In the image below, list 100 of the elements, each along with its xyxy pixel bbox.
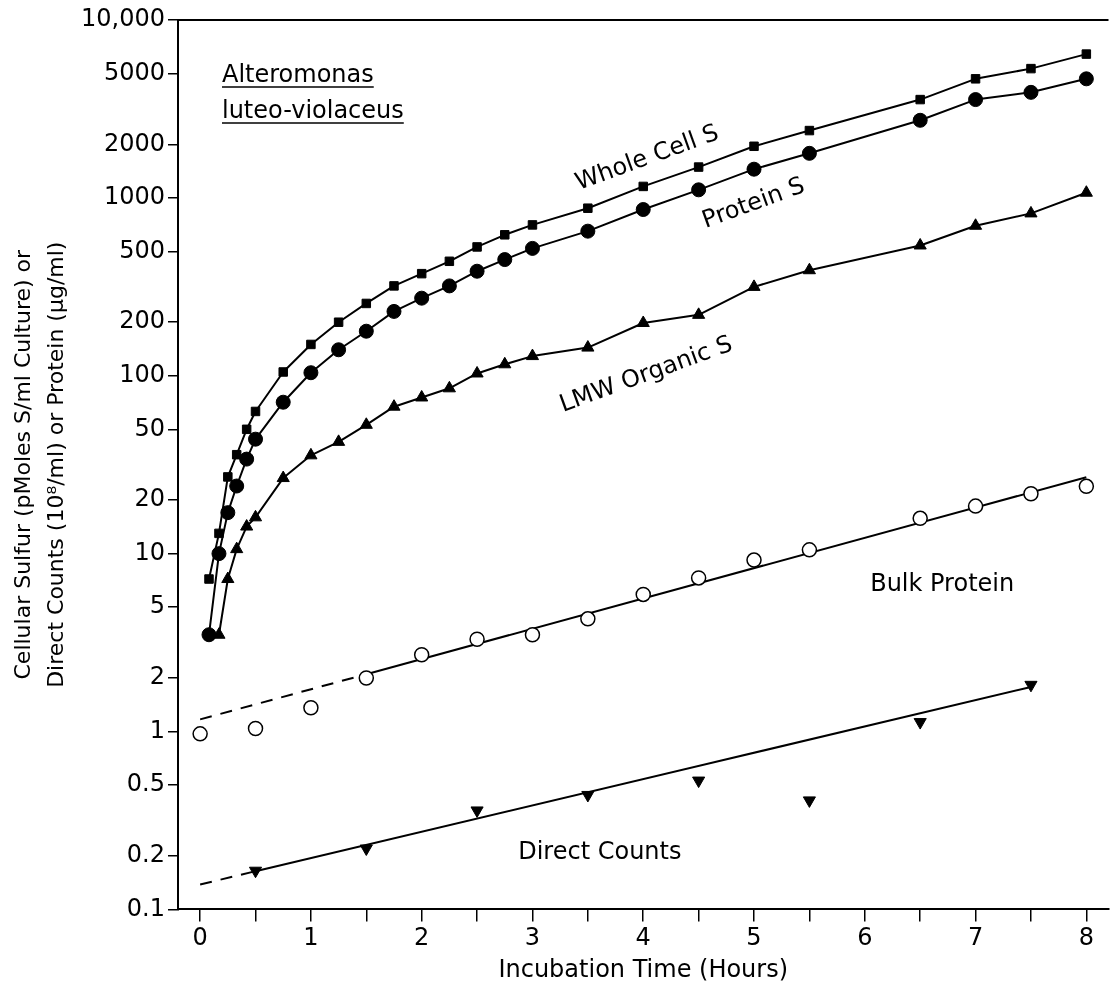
point [239, 451, 255, 467]
point [358, 670, 375, 686]
x-tick-label: 7 [967, 923, 984, 952]
point [693, 162, 704, 172]
point [581, 340, 595, 352]
point [912, 112, 928, 128]
point [358, 323, 374, 339]
point [692, 776, 706, 789]
point [581, 790, 595, 803]
y-tick-label: 1000 [103, 182, 165, 211]
point [250, 406, 261, 417]
point [747, 279, 761, 291]
point [913, 718, 927, 730]
point [306, 339, 316, 350]
point [389, 281, 399, 291]
point [1078, 478, 1095, 495]
point [636, 315, 650, 327]
y-tick-label: 50 [134, 413, 165, 442]
y-tick-label: 20 [134, 484, 165, 513]
point [1024, 680, 1038, 693]
point [1023, 486, 1039, 502]
point [247, 720, 264, 737]
point [248, 866, 263, 879]
x-tick-label: 5 [746, 923, 762, 952]
x-tick-label: 6 [857, 923, 873, 952]
x-tick-label: 8 [1078, 923, 1094, 952]
text: Bulk Protein [870, 568, 1015, 597]
point [967, 498, 984, 514]
point [359, 844, 373, 856]
y-tick-label: 500 [119, 235, 165, 264]
point [801, 145, 817, 161]
point [416, 268, 427, 279]
point [441, 278, 457, 294]
point [240, 519, 254, 531]
point [333, 317, 344, 327]
y-tick-label: 2000 [103, 128, 165, 157]
point [304, 447, 318, 460]
x-tick-label: 3 [524, 923, 541, 952]
point [444, 256, 455, 267]
point [278, 367, 288, 377]
point [442, 380, 456, 393]
point [635, 202, 651, 218]
point [635, 586, 651, 603]
text: Alteromonas luteo-violaceus [221, 60, 404, 124]
y-tick-label: 100 [119, 359, 165, 388]
point [802, 262, 816, 275]
point [1081, 49, 1092, 59]
point [802, 796, 816, 808]
point [472, 242, 482, 252]
point [913, 237, 927, 250]
point [275, 394, 291, 410]
point [525, 348, 540, 361]
x-tick-label: 0 [192, 923, 208, 952]
point [580, 223, 596, 239]
point [746, 552, 762, 568]
point [497, 252, 513, 268]
point [201, 627, 217, 643]
point [912, 510, 928, 527]
point [1079, 185, 1093, 197]
point [524, 626, 541, 643]
x-tick-label: 1 [303, 923, 319, 952]
point [498, 356, 512, 369]
point [214, 528, 224, 539]
point [580, 611, 596, 627]
point [801, 542, 818, 558]
point [968, 92, 984, 108]
y-tick-label: 0.5 [126, 769, 165, 798]
point [387, 399, 401, 411]
point [220, 505, 236, 521]
y-axis-title: Cellular Sulfur (pMoles S/ml Culture) or Direct Counts (10⁸/ml) or Protein (µg/ml) [10, 241, 69, 688]
point [303, 700, 319, 716]
point [241, 424, 252, 435]
point [1026, 63, 1036, 74]
point [331, 342, 347, 358]
point [221, 571, 235, 584]
point [527, 220, 538, 230]
y-tick-label: 2 [149, 662, 165, 691]
point [692, 307, 706, 319]
x-tick-label: 4 [635, 923, 651, 952]
point [413, 647, 430, 663]
y-tick-label: 200 [119, 306, 165, 335]
point [229, 478, 245, 494]
point [230, 541, 244, 554]
point [231, 449, 242, 460]
y-tick-label: 10,000 [80, 4, 165, 33]
y-tick-label: 10 [134, 537, 165, 566]
point [415, 389, 429, 402]
y-tick-label: 1 [149, 715, 165, 744]
point [749, 141, 759, 152]
point [276, 470, 290, 483]
point [303, 365, 319, 381]
point [248, 431, 264, 447]
point [970, 74, 981, 84]
point [690, 570, 707, 586]
point [1078, 71, 1094, 87]
point [746, 161, 762, 177]
y-tick-label: 5000 [103, 57, 165, 86]
point [524, 240, 540, 256]
point [248, 509, 263, 522]
y-tick-label: 0.2 [126, 840, 165, 869]
